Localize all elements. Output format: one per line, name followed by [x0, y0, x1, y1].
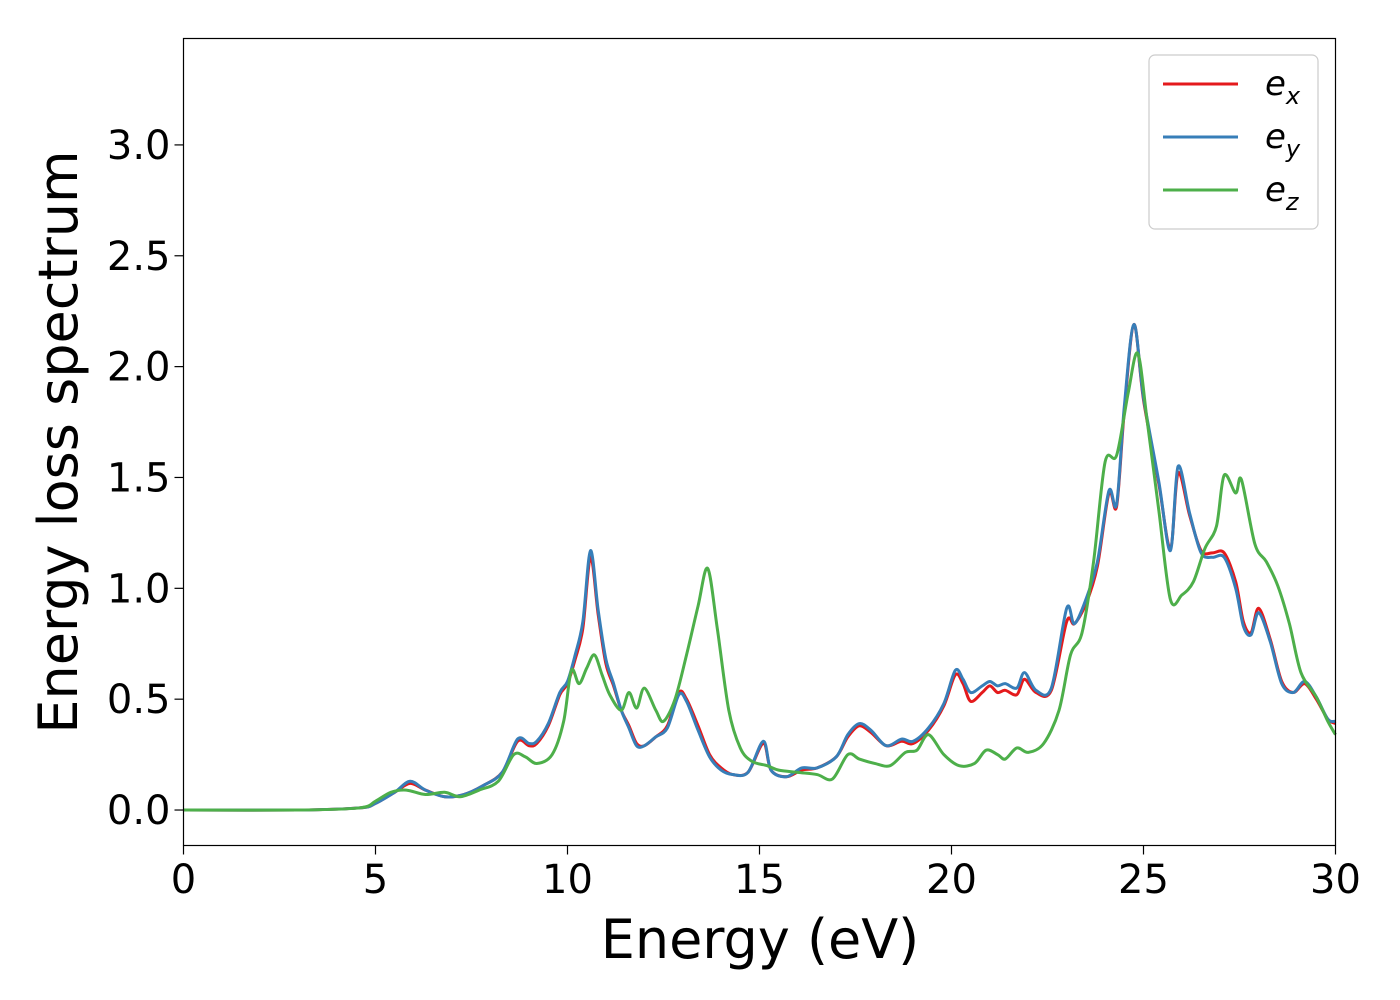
- series-line-e-y: [183, 322, 1336, 812]
- y-tick-label: 0.5: [107, 677, 171, 723]
- y-tick-label: 3.0: [107, 123, 171, 169]
- y-tick-label: 2.0: [107, 345, 171, 391]
- x-tick-label: 0: [171, 857, 196, 903]
- legend-label-e-y: ey: [1265, 117, 1301, 163]
- x-tick-label: 5: [363, 857, 388, 903]
- y-tick-label: 2.5: [107, 234, 171, 280]
- y-axis: 0.0 0.5 1.0 1.5 2.0 2.5 3.0: [107, 123, 184, 834]
- x-tick-label: 15: [734, 857, 785, 903]
- y-tick-label: 0.0: [107, 788, 171, 834]
- x-tick-label: 30: [1310, 857, 1361, 903]
- y-tick-label: 1.5: [107, 455, 171, 501]
- series-line-e-x: [183, 322, 1337, 812]
- series-layer: [183, 322, 1337, 812]
- y-axis-label: Energy loss spectrum: [27, 150, 90, 733]
- x-axis: 0 5 10 15 20 25 30: [171, 845, 1361, 903]
- x-tick-label: 10: [542, 857, 593, 903]
- series-line-e-z: [183, 351, 1337, 812]
- x-tick-label: 20: [926, 857, 977, 903]
- legend-box: [1148, 54, 1319, 230]
- x-tick-label: 25: [1118, 857, 1169, 903]
- legend: ex ey ez: [1148, 54, 1319, 230]
- legend-label-e-z: ez: [1265, 170, 1300, 216]
- y-tick-label: 1.0: [107, 566, 171, 612]
- legend-label-e-x: ex: [1265, 64, 1301, 110]
- x-axis-label: Energy (eV): [601, 908, 920, 971]
